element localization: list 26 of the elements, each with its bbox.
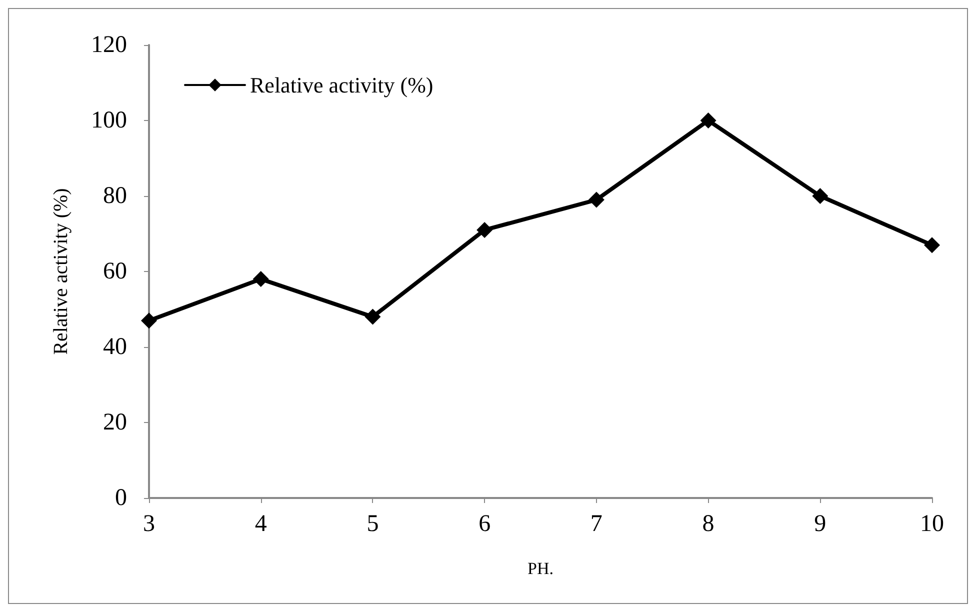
x-tick-label: 3	[143, 511, 155, 537]
point	[476, 222, 493, 238]
x-tick-label: 6	[478, 511, 491, 537]
y-axis-title: Relative activity (%)	[50, 188, 72, 355]
y-tick-label: 80	[103, 183, 127, 209]
point	[588, 192, 604, 208]
y-tick-label: 120	[91, 32, 127, 58]
point	[141, 312, 157, 329]
x-tick-label: 7	[590, 511, 602, 537]
point	[924, 237, 940, 254]
x-tick-label: 4	[254, 511, 267, 537]
point	[812, 188, 828, 204]
y-tick-label: 60	[103, 258, 127, 284]
point	[252, 271, 269, 288]
y-tick-label: 20	[103, 410, 127, 436]
point	[364, 308, 381, 325]
y-tick-label: 40	[103, 334, 127, 360]
y-tick-label: 0	[115, 485, 127, 511]
x-tick-label: 9	[814, 511, 826, 537]
x-tick-label: 10	[920, 511, 944, 537]
legend-label: Relative activity (%)	[250, 72, 434, 98]
x-tick-label: 8	[702, 511, 714, 537]
y-tick-label: 100	[91, 108, 127, 134]
x-axis-title: PH.	[528, 559, 554, 578]
x-tick-label: 5	[366, 511, 379, 537]
point	[700, 112, 716, 128]
